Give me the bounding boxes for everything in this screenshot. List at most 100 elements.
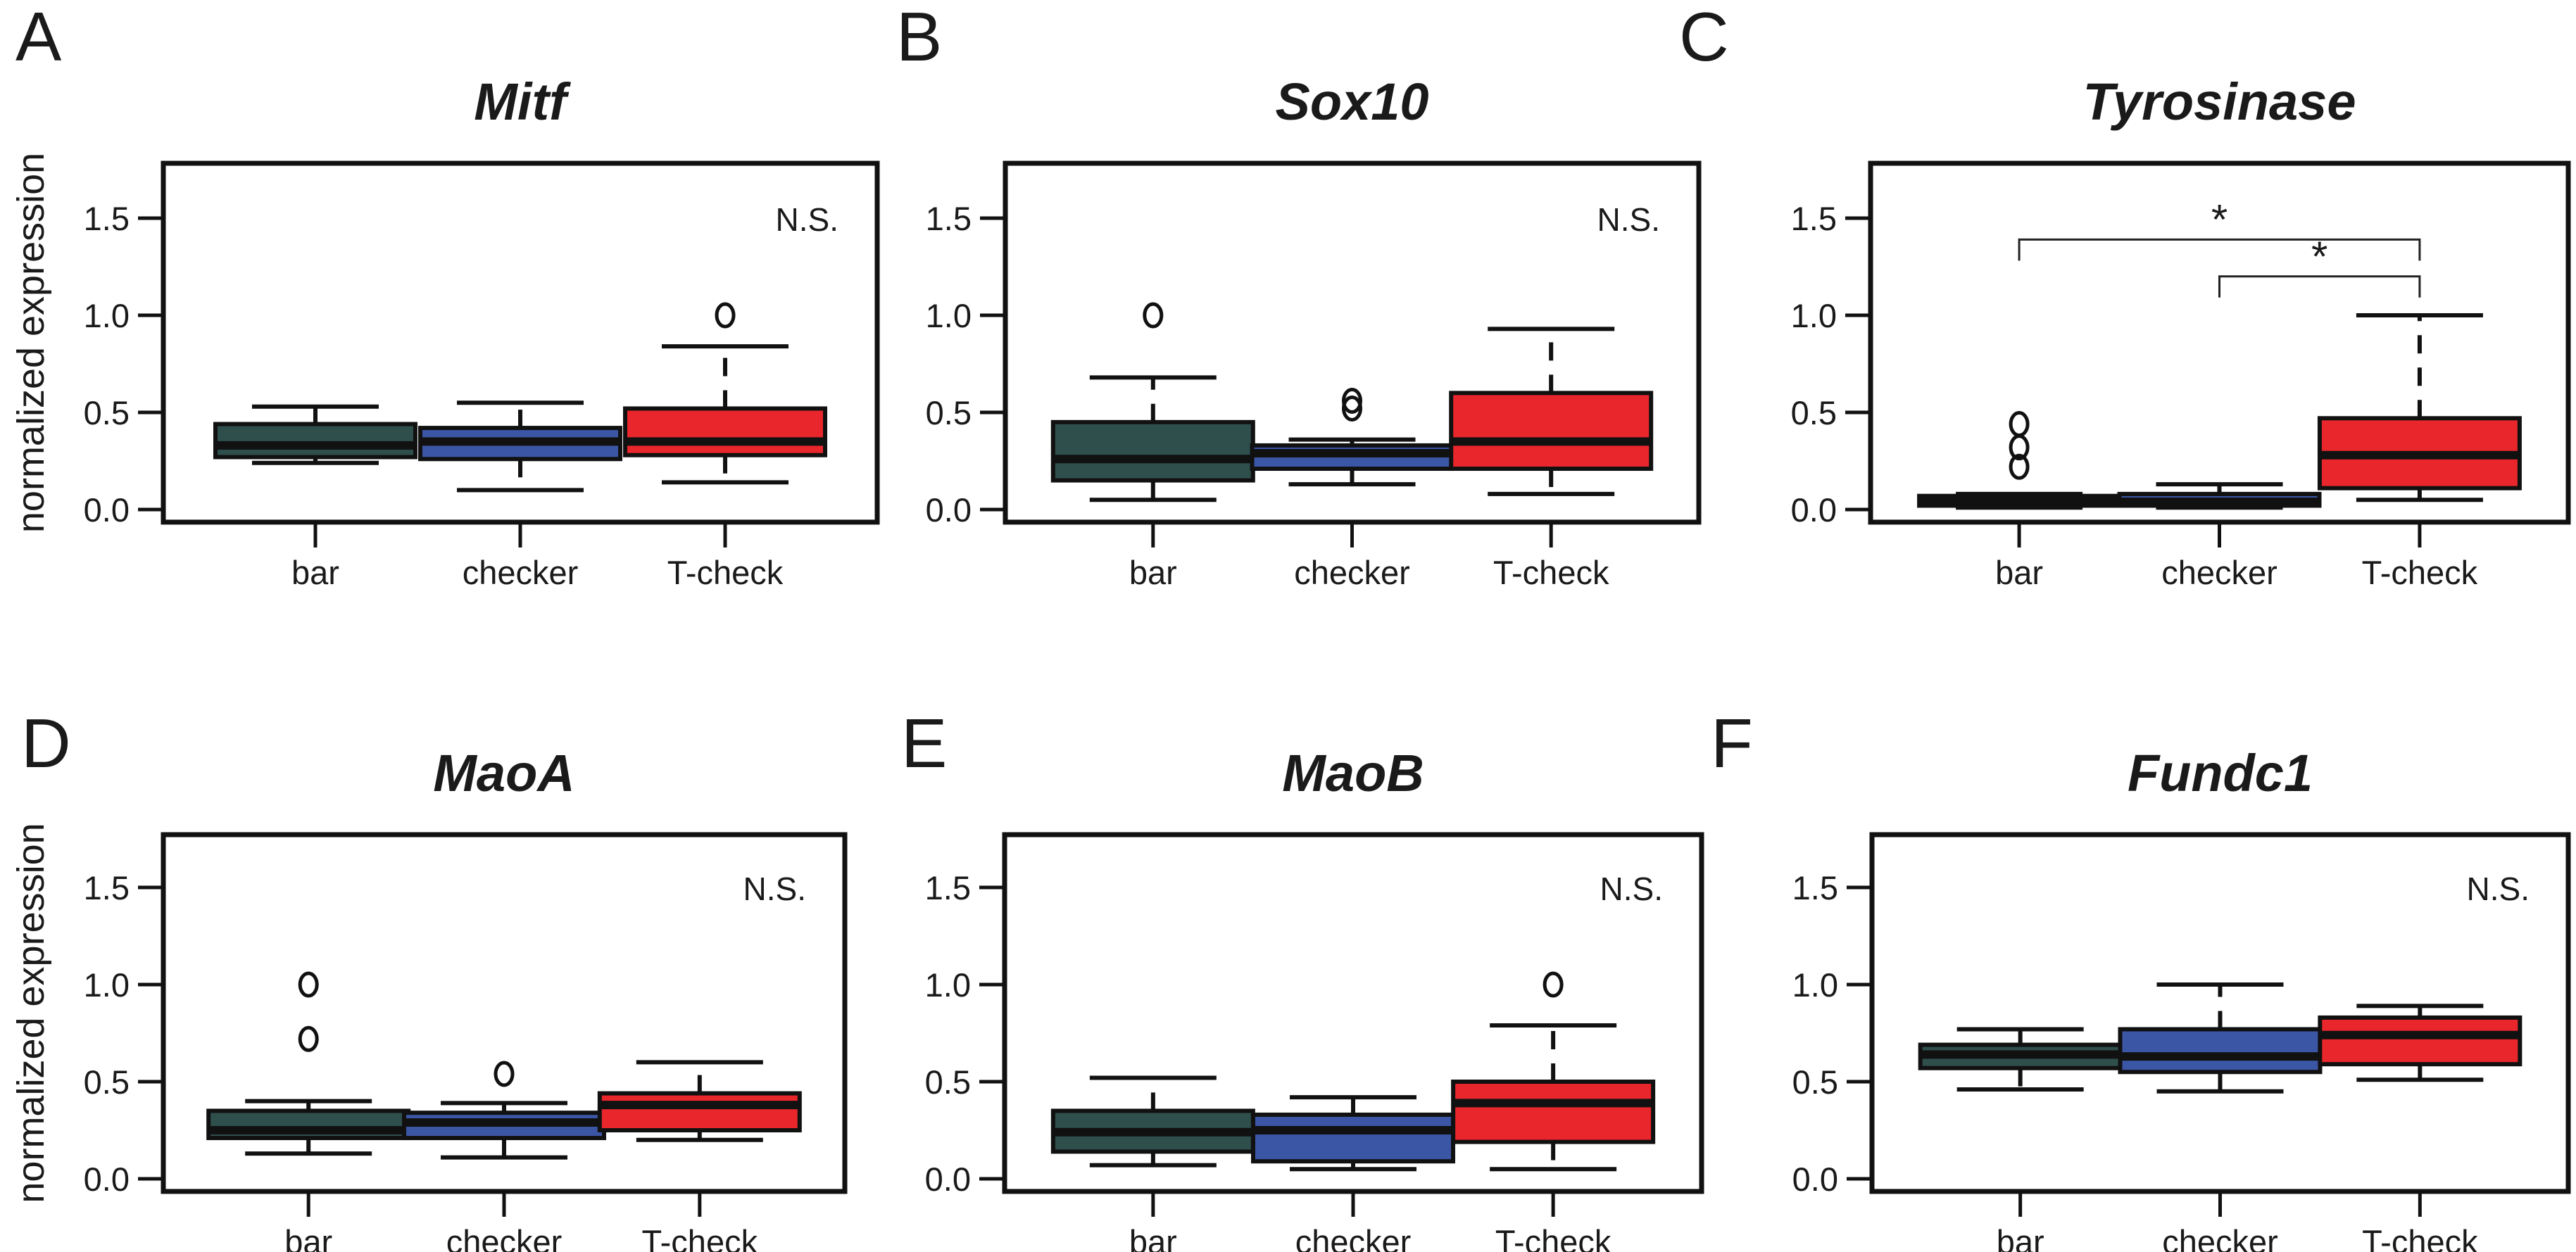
panel-letter: E xyxy=(901,704,947,782)
x-tick-label: bar xyxy=(291,554,339,591)
panel-title: MaoB xyxy=(1282,744,1424,802)
significance-star: * xyxy=(2311,233,2327,280)
box-iqr xyxy=(213,422,417,460)
outlier-point xyxy=(1342,395,1362,422)
y-tick-label: 1.0 xyxy=(1791,297,1837,334)
outlier-point xyxy=(715,302,736,329)
box-bar xyxy=(1050,1075,1255,1168)
y-tick-label: 0.0 xyxy=(1792,1161,1838,1198)
box-bar xyxy=(1917,411,2122,510)
panel-letter: D xyxy=(21,704,71,782)
x-tick-label: checker xyxy=(2162,1223,2278,1252)
y-tick-label: 0.5 xyxy=(84,1063,130,1101)
significance-annotation: N.S. xyxy=(2467,871,2530,907)
x-tick-label: T-check xyxy=(667,554,784,591)
y-tick-label: 1.0 xyxy=(84,297,130,334)
panel-letter: F xyxy=(1711,704,1753,782)
y-axis-label: normalized expression xyxy=(10,823,52,1203)
y-tick-label: 0.0 xyxy=(84,491,130,529)
x-tick-label: bar xyxy=(1995,554,2043,591)
box-iqr xyxy=(2318,1015,2522,1067)
plot-frame xyxy=(161,832,848,1194)
box-checker xyxy=(402,1061,606,1160)
box-iqr xyxy=(623,406,828,457)
y-tick-label: 0.5 xyxy=(1791,394,1837,431)
box-iqr xyxy=(1251,1112,1455,1164)
box-checker xyxy=(2117,482,2322,510)
box-t-check xyxy=(1451,971,1656,1172)
y-tick-label: 1.5 xyxy=(84,200,130,237)
x-tick-label: T-check xyxy=(2362,554,2478,591)
bracket-line xyxy=(2218,275,2421,298)
significance-annotation: N.S. xyxy=(743,871,806,907)
outlier-point xyxy=(1342,387,1362,414)
box-checker xyxy=(418,400,622,493)
y-tick-label: 0.0 xyxy=(1791,491,1837,529)
panel-letter: A xyxy=(15,0,62,75)
x-tick-label: T-check xyxy=(642,1223,758,1252)
outlier-point xyxy=(298,971,319,998)
x-tick-label: checker xyxy=(446,1223,563,1252)
y-tick-label: 1.5 xyxy=(926,200,972,237)
box-checker xyxy=(1251,1095,1455,1172)
bracket-line xyxy=(2018,238,2421,261)
y-tick-label: 0.0 xyxy=(84,1161,130,1198)
panel-title: Fundc1 xyxy=(2128,744,2313,802)
x-tick-label: checker xyxy=(1295,1223,1412,1252)
panel-e: E MaoB 0.0 0.5 1.0 1.5 bar checker T-check N.S. xyxy=(901,704,1704,1252)
x-tick-label: checker xyxy=(1294,554,1410,591)
y-tick-label: 0.0 xyxy=(926,491,972,529)
panel-f: F Fundc1 0.0 0.5 1.0 1.5 bar checker T-check N.S. xyxy=(1711,704,2571,1252)
y-tick-label: 1.5 xyxy=(1791,200,1837,237)
outlier-point xyxy=(1543,971,1564,998)
panel-title: Sox10 xyxy=(1275,72,1428,131)
y-tick-label: 1.5 xyxy=(925,869,971,906)
x-tick-label: bar xyxy=(1997,1223,2044,1252)
y-tick-label: 0.5 xyxy=(84,394,130,431)
plot-frame xyxy=(1003,160,1702,525)
outlier-point xyxy=(2009,453,2030,480)
panel-letter: B xyxy=(896,0,942,75)
panel-title: Tyrosinase xyxy=(2083,72,2356,131)
box-t-check xyxy=(623,302,828,485)
x-tick-label: checker xyxy=(463,554,579,591)
box-iqr xyxy=(1451,1080,1656,1144)
significance-annotation: N.S. xyxy=(1600,871,1663,907)
panel-d: D MaoA normalized expression 0.0 0.5 1.0 1.5 ba… xyxy=(10,704,848,1252)
y-tick-label: 1.5 xyxy=(1792,869,1838,906)
x-tick-label: checker xyxy=(2161,554,2277,591)
box-t-check xyxy=(597,1060,802,1142)
y-tick-label: 1.0 xyxy=(84,966,130,1004)
box-iqr xyxy=(2118,1027,2323,1075)
box-t-check xyxy=(2318,1004,2522,1082)
panel-b: B Sox10 0.0 0.5 1.0 1.5 bar checker T-check N.S. xyxy=(896,0,1702,591)
x-tick-label: T-check xyxy=(1493,554,1609,591)
x-tick-label: T-check xyxy=(2362,1223,2478,1252)
outlier-point xyxy=(1143,302,1164,329)
x-tick-label: bar xyxy=(284,1223,332,1252)
x-tick-label: T-check xyxy=(1495,1223,1611,1252)
y-tick-label: 0.0 xyxy=(925,1161,971,1198)
outlier-point xyxy=(2009,411,2030,438)
y-tick-label: 1.0 xyxy=(925,966,971,1004)
plot-frame xyxy=(161,160,880,525)
box-bar xyxy=(206,971,411,1156)
y-tick-label: 0.5 xyxy=(1792,1063,1838,1101)
y-axis-label: normalized expression xyxy=(10,153,52,533)
y-tick-label: 0.5 xyxy=(926,394,972,431)
plot-frame xyxy=(1868,160,2571,525)
box-checker xyxy=(2118,982,2323,1094)
box-bar xyxy=(213,404,417,465)
panel-title: MaoA xyxy=(433,744,574,802)
plot-frame xyxy=(1869,832,2571,1194)
x-tick-label: bar xyxy=(1129,1223,1177,1252)
significance-star: * xyxy=(2211,196,2228,243)
box-iqr xyxy=(1050,419,1255,483)
significance-annotation: N.S. xyxy=(1597,201,1660,238)
y-tick-label: 1.0 xyxy=(926,297,972,334)
panel-title: Mitf xyxy=(474,72,571,131)
box-iqr xyxy=(1449,391,1654,472)
y-tick-label: 1.0 xyxy=(1792,966,1838,1004)
box-bar xyxy=(1918,1027,2123,1092)
